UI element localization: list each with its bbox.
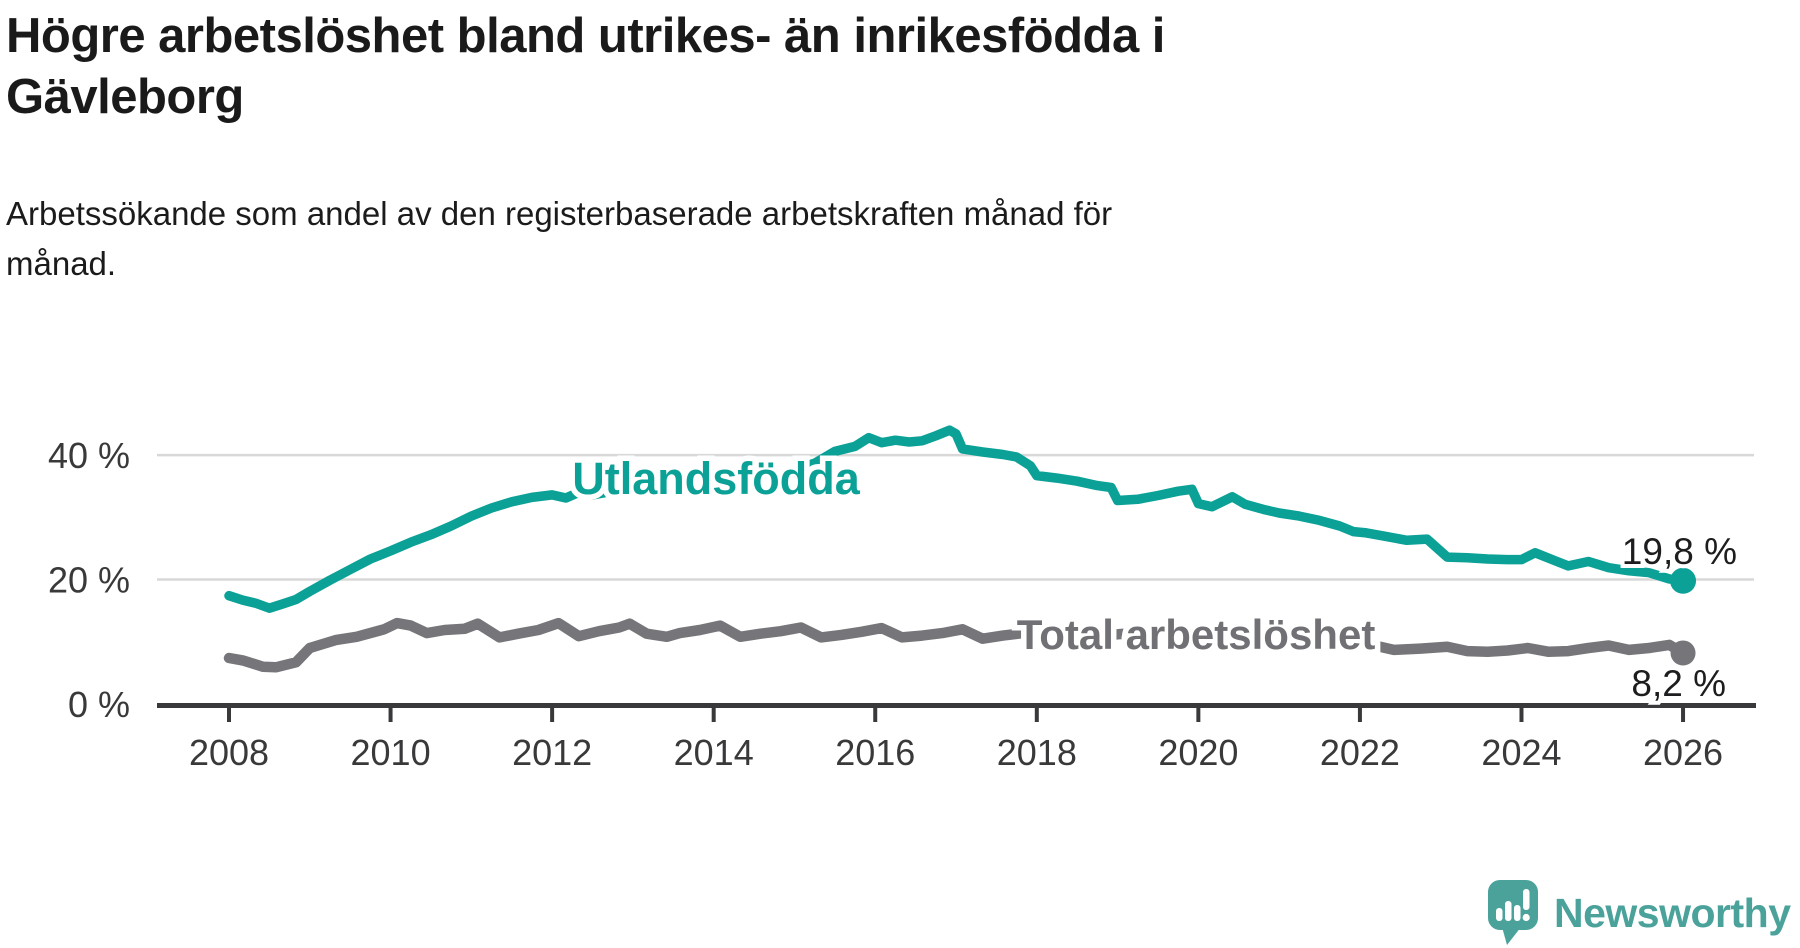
chart-title-line1: Högre arbetslöshet bland utrikes- än inr… [6,9,1165,63]
x-tick-label: 2022 [1320,732,1400,773]
end-dot [1670,567,1697,594]
y-tick-label: 40 % [48,435,130,476]
x-tick-label: 2014 [674,732,754,773]
end-value-label: 19,8 % [1622,531,1737,572]
x-tick-label: 2010 [351,732,431,773]
x-tick-label: 2024 [1481,732,1561,773]
x-axis: 2008 2010 2012 2014 2016 2018 2020 2022 2024 2026 [157,703,1756,773]
chart-title: Högre arbetslöshet bland utrikes- än inr… [6,6,1766,128]
x-tick-label: 2016 [835,732,915,773]
brand-name: Newsworthy [1554,889,1791,936]
end-dot [1670,640,1696,666]
newsworthy-brand: Newsworthy [1488,880,1791,946]
chart-subtitle-line2: månad. [6,245,117,282]
x-tick-label: 2008 [189,732,269,773]
end-value-label: 8,2 % [1631,663,1726,704]
chart-subtitle-line1: Arbetssökande som andel av den registerb… [6,195,1113,232]
x-tick-label: 2020 [1158,732,1238,773]
x-tick-label: 2012 [512,732,592,773]
series-label-utlandsfodda: Utlandsfödda [572,453,860,504]
x-tick-label: 2018 [997,732,1077,773]
series-label-total-arbetsloshet: Total arbetslöshet [1017,611,1376,658]
y-tick-label: 20 % [48,560,130,601]
y-tick-label: 0 % [68,684,130,725]
gridlines: 0 % 20 % 40 % [48,435,1754,725]
series-lines [223,425,1689,673]
newsworthy-speech-bubble-bar-chart-icon [1488,880,1538,945]
series-line-utlandsfodda [224,425,1688,613]
chart-subtitle: Arbetssökande som andel av den registerb… [6,189,1766,289]
x-tick-label: 2026 [1643,732,1723,773]
series-labels: Utlandsfödda Total arbetslöshet [567,448,1381,664]
chart-title-line2: Gävleborg [6,70,244,124]
end-point-dots: 19,8 % 8,2 % [1618,527,1741,708]
series-line-total [223,617,1689,673]
